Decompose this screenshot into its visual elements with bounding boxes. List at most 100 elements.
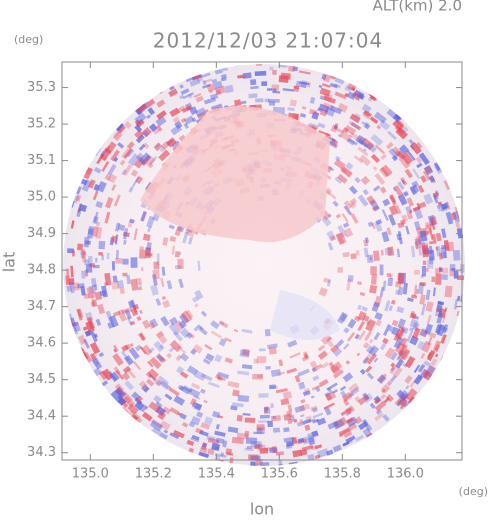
radar-cell [332,200,339,208]
radar-cell [418,152,430,166]
radar-cell [135,134,145,144]
radar-cell [312,418,320,424]
radar-cell [367,221,374,228]
radar-cell [336,311,348,325]
radar-cell [153,142,163,152]
radar-cell [397,272,405,285]
radar-cell [270,369,282,377]
radar-cell [416,162,423,169]
radar-cell [339,385,347,391]
radar-cell [417,340,426,350]
radar-cell [213,80,223,90]
radar-cell [225,448,233,456]
radar-cell [255,98,264,103]
radar-cell [141,344,153,356]
radar-cell [397,327,406,340]
radar-cell [330,365,341,375]
radar-cell [343,399,350,407]
radar-cell [89,352,98,362]
radar-cell [215,437,225,444]
radar-cell [117,223,126,232]
radar-cell [117,397,126,406]
radar-cell [433,343,441,353]
radar-cell [169,432,180,440]
radar-cell [275,451,285,456]
radar-cell [414,241,419,250]
radar-cell [115,258,123,264]
radar-cell [342,428,353,438]
radar-cell [309,96,316,104]
radar-cell [134,112,147,125]
radar-cell [320,333,332,346]
radar-cell [130,169,139,177]
radar-cell [351,86,356,92]
radar-cell [348,185,358,195]
radar-cell [395,126,408,140]
radar-cell [194,289,204,300]
radar-cell [162,406,172,415]
radar-cell [241,348,250,357]
radar-cell [299,403,311,412]
radar-cell [96,221,101,227]
radar-cell [420,368,430,379]
radar-cell [439,252,443,260]
radar-cell [244,430,250,438]
radar-cell [316,448,330,458]
radar-cell [179,84,184,89]
radar-cell [156,354,165,362]
radar-cell [202,83,211,89]
radar-cell [310,405,318,412]
radar-cell [325,189,337,200]
radar-cell [127,403,139,415]
radar-cell [237,394,250,403]
radar-cell [193,325,201,332]
radar-cell [357,320,365,332]
radar-cell [442,324,449,334]
radar-cell [384,300,391,312]
radar-cell [83,338,90,349]
radar-cell [209,93,219,101]
radar-cell [179,352,190,362]
radar-cell [136,108,143,115]
radar-cell [150,284,159,296]
radar-cell [159,420,171,431]
radar-cell [344,124,357,136]
radar-cell [265,366,271,370]
radar-cell [306,81,312,88]
radar-cell [355,250,360,256]
radar-cell [123,148,133,159]
radar-cell [241,364,253,370]
radar-cell [113,194,121,207]
radar-cell [93,211,99,222]
radar-cell [257,374,263,378]
radar-cell [366,432,373,439]
radar-cell [434,323,443,334]
radar-cell [400,177,408,186]
radar-cell [166,280,173,290]
radar-cell [114,386,127,399]
radar-cell [101,285,108,298]
radar-cell [413,374,424,385]
radar-cell [440,333,447,344]
radar-cell [128,300,136,309]
radar-cell [75,194,82,202]
radar-cell [217,376,223,382]
radar-cell [402,393,409,401]
radar-cell [157,411,167,421]
radar-cell [69,281,75,294]
radar-cell [301,355,310,362]
radar-cell [409,318,419,329]
radar-cell [121,344,129,352]
radar-cell [323,406,329,411]
radar-cell [287,107,295,112]
radar-cell [137,103,147,113]
radar-cell [372,205,380,212]
radar-cell [429,332,437,339]
radar-cell [409,144,415,151]
radar-cell [339,130,353,142]
radar-cell [293,85,300,90]
radar-cell [242,72,252,79]
radar-cell [254,70,267,77]
radar-cell [348,382,360,394]
